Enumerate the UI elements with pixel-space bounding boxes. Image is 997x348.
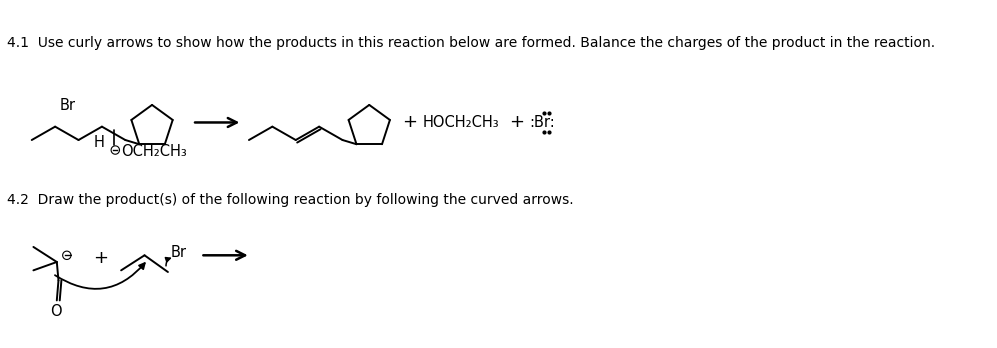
Text: H: H xyxy=(93,135,104,150)
Text: +: + xyxy=(508,113,523,132)
Text: +: + xyxy=(93,249,108,267)
Text: :Br:: :Br: xyxy=(529,115,555,130)
Text: 4.1  Use curly arrows to show how the products in this reaction below are formed: 4.1 Use curly arrows to show how the pro… xyxy=(7,37,935,50)
Text: O: O xyxy=(50,304,62,319)
Text: Br: Br xyxy=(59,98,76,113)
Text: HOCH₂CH₃: HOCH₂CH₃ xyxy=(423,115,499,130)
Text: +: + xyxy=(402,113,417,132)
Text: OCH₂CH₃: OCH₂CH₃ xyxy=(121,144,186,159)
Text: 4.2  Draw the product(s) of the following reaction by following the curved arrow: 4.2 Draw the product(s) of the following… xyxy=(7,193,573,207)
Text: Br: Br xyxy=(170,245,186,260)
